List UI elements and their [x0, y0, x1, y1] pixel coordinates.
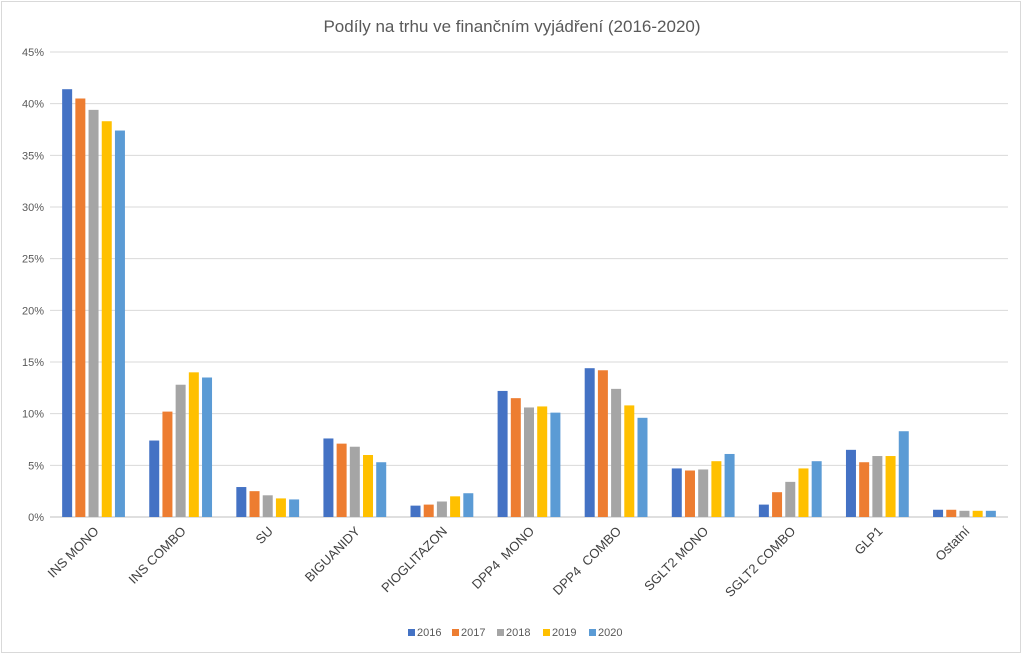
bar-2018: [175, 384, 186, 517]
bar-2017: [597, 370, 608, 517]
x-tick-label: INS MONO: [45, 524, 102, 581]
bar-2020: [811, 461, 822, 517]
bar-2016: [933, 509, 944, 517]
bar-2016: [236, 487, 247, 517]
bar-2016: [671, 468, 682, 517]
bar-2018: [872, 456, 883, 517]
bar-2020: [463, 493, 474, 517]
bar-2017: [249, 491, 260, 517]
bar-2018: [959, 510, 970, 517]
bar-2019: [885, 456, 896, 517]
bar-2019: [798, 468, 809, 517]
y-tick-label: 5%: [28, 460, 44, 472]
bar-2018: [88, 109, 99, 517]
bars: [62, 89, 996, 518]
bar-2016: [845, 449, 856, 517]
legend-label: 2019: [552, 627, 576, 639]
bar-2017: [162, 411, 173, 517]
x-tick-label: BIGUANIDY: [302, 523, 363, 584]
y-tick-label: 35%: [22, 150, 44, 162]
legend-swatch: [497, 629, 504, 636]
bar-2018: [524, 407, 534, 517]
bar-2016: [758, 504, 769, 517]
bar-2017: [510, 398, 521, 517]
bar-2017: [684, 470, 695, 517]
bar-2019: [363, 455, 374, 517]
bar-2018: [611, 388, 622, 517]
bar-2020: [898, 431, 909, 517]
bar-2016: [584, 368, 595, 517]
legend-label: 2016: [417, 627, 441, 639]
x-tick-label: PIOGLITAZON: [378, 524, 450, 596]
y-axis-ticks: 0% 5% 10% 15% 20% 25% 30% 35% 40% 45%: [22, 47, 44, 524]
bar-2018: [785, 481, 796, 517]
bar-2020: [550, 412, 561, 517]
legend-label: 2018: [506, 627, 530, 639]
legend-swatch: [408, 629, 415, 636]
bar-2016: [149, 440, 160, 517]
bar-2019: [101, 121, 112, 517]
bar-2019: [711, 461, 722, 517]
bar-2020: [289, 499, 300, 517]
bar-2019: [624, 405, 635, 517]
x-tick-label: SGLT2 COMBO: [722, 524, 798, 600]
legend-swatch: [589, 629, 596, 636]
bar-2017: [336, 443, 347, 517]
bar-2020: [114, 130, 125, 518]
x-tick-label: GLP1: [851, 524, 885, 558]
y-tick-label: 20%: [22, 305, 44, 317]
y-tick-label: 10%: [22, 409, 44, 421]
y-tick-label: 40%: [22, 99, 44, 111]
bar-2020: [985, 510, 996, 517]
bar-2017: [946, 509, 957, 517]
bar-2016: [62, 89, 73, 517]
bar-2016: [497, 390, 508, 517]
x-tick-label: DPP4 COMBO: [550, 524, 624, 598]
y-tick-label: 30%: [22, 202, 44, 214]
bar-2020: [376, 462, 387, 517]
bar-2019: [450, 496, 461, 517]
bar-2020: [637, 417, 648, 517]
bar-2020: [202, 377, 213, 517]
legend-swatch: [543, 629, 550, 636]
legend-label: 2020: [598, 627, 622, 639]
legend-swatch: [452, 629, 459, 636]
y-tick-label: 45%: [22, 47, 44, 59]
bar-2019: [188, 372, 199, 517]
bar-2017: [859, 462, 870, 517]
legend: 2016 2017 2018 2019 2020: [408, 627, 622, 639]
bar-2017: [772, 492, 783, 517]
bar-2020: [724, 453, 735, 517]
bar-2018: [436, 501, 447, 517]
bar-2018: [698, 469, 709, 517]
x-tick-label: DPP4 MONO: [469, 524, 537, 592]
x-tick-label: SU: [252, 524, 275, 547]
x-axis-labels: INS MONO INS COMBO SU BIGUANIDY PIOGLITAZON D…: [45, 523, 973, 600]
bar-2017: [75, 98, 86, 517]
bar-2019: [275, 498, 286, 517]
y-tick-label: 25%: [22, 254, 44, 266]
x-tick-label: Ostatní: [932, 523, 973, 564]
bar-2019: [537, 406, 548, 517]
bar-2016: [410, 505, 421, 517]
chart-title: Podíly na trhu ve finančním vyjádření (2…: [323, 17, 700, 36]
bar-2016: [323, 438, 334, 517]
legend-label: 2017: [461, 627, 485, 639]
y-tick-label: 15%: [22, 357, 44, 369]
x-tick-label: INS COMBO: [126, 524, 189, 587]
bar-2019: [972, 510, 983, 517]
y-tick-label: 0%: [28, 512, 44, 524]
bar-2017: [423, 504, 434, 517]
bar-2018: [262, 495, 273, 517]
bar-2018: [349, 446, 360, 517]
x-tick-label: SGLT2 MONO: [641, 524, 711, 594]
